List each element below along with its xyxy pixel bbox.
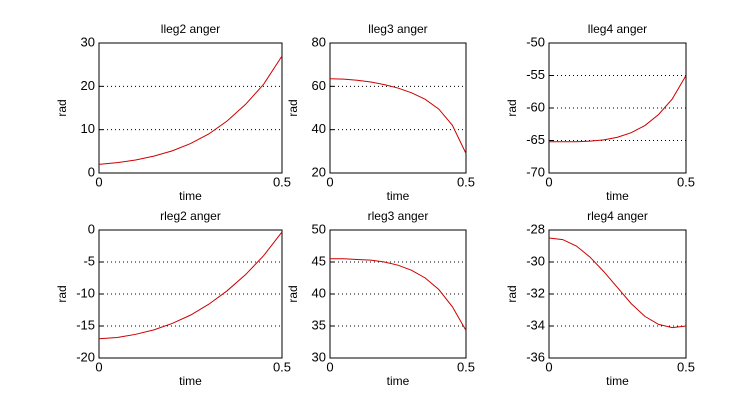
x-tick-label: 0.5 <box>273 174 291 189</box>
y-axis-label: rad <box>286 99 300 116</box>
y-tick-label: -30 <box>526 253 545 268</box>
x-tick-label: 0 <box>545 359 552 374</box>
y-tick-label: -50 <box>526 34 545 49</box>
subplot-title: rleg2 anger <box>160 209 221 223</box>
x-axis-label: time <box>387 374 410 388</box>
y-tick-label: 50 <box>312 221 326 236</box>
y-tick-label: -55 <box>526 67 545 82</box>
subplot-title: lleg4 anger <box>588 22 647 36</box>
x-tick-label: 0 <box>326 174 333 189</box>
y-tick-label: 20 <box>81 78 95 93</box>
x-axis-label: time <box>179 374 202 388</box>
y-tick-label: -34 <box>526 317 545 332</box>
y-axis-label: rad <box>286 285 300 302</box>
y-tick-label: 30 <box>312 349 326 364</box>
y-tick-label: 30 <box>81 34 95 49</box>
x-tick-label: 0.5 <box>677 174 695 189</box>
y-tick-label: -65 <box>526 132 545 147</box>
data-line <box>549 75 687 143</box>
x-tick-label: 0.5 <box>457 174 475 189</box>
y-axis-label: rad <box>55 99 69 116</box>
y-tick-label: -20 <box>76 349 95 364</box>
x-tick-label: 0.5 <box>677 359 695 374</box>
x-tick-label: 0 <box>326 359 333 374</box>
y-tick-label: -32 <box>526 285 545 300</box>
data-line <box>98 231 283 340</box>
x-axis-label: time <box>387 189 410 203</box>
y-tick-label: 40 <box>312 285 326 300</box>
subplot-title: rleg4 anger <box>587 209 648 223</box>
y-tick-label: 45 <box>312 253 326 268</box>
y-tick-label: 10 <box>81 121 95 136</box>
x-axis-label: time <box>606 374 629 388</box>
y-axis-label: rad <box>55 285 69 302</box>
y-tick-label: 0 <box>88 221 95 236</box>
x-tick-label: 0 <box>95 174 102 189</box>
y-tick-label: -36 <box>526 349 545 364</box>
y-tick-label: -5 <box>83 253 95 268</box>
data-line <box>548 237 687 329</box>
y-tick-label: -70 <box>526 164 545 179</box>
subplot-title: rleg3 anger <box>368 209 429 223</box>
y-tick-label: 20 <box>312 164 326 179</box>
x-tick-label: 0 <box>545 174 552 189</box>
plot-area <box>98 229 283 359</box>
y-tick-label: -60 <box>526 99 545 114</box>
data-line <box>329 78 467 154</box>
data-line <box>330 258 467 331</box>
y-axis-label: rad <box>505 99 519 116</box>
x-axis-label: time <box>606 189 629 203</box>
x-tick-label: 0 <box>95 359 102 374</box>
y-tick-label: 60 <box>312 78 326 93</box>
subplot-title: lleg3 anger <box>368 22 427 36</box>
y-tick-label: -15 <box>76 317 95 332</box>
y-tick-label: -10 <box>76 285 95 300</box>
subplot-title: lleg2 anger <box>161 22 220 36</box>
y-axis-label: rad <box>505 285 519 302</box>
y-tick-label: 35 <box>312 317 326 332</box>
y-tick-label: 0 <box>88 164 95 179</box>
plot-area <box>98 42 283 174</box>
x-axis-label: time <box>179 189 202 203</box>
data-line <box>98 55 283 165</box>
x-tick-label: 0.5 <box>457 359 475 374</box>
x-tick-label: 0.5 <box>273 359 291 374</box>
y-tick-label: 40 <box>312 121 326 136</box>
y-tick-label: 80 <box>312 34 326 49</box>
plot-area <box>329 42 467 174</box>
y-tick-label: -28 <box>526 221 545 236</box>
